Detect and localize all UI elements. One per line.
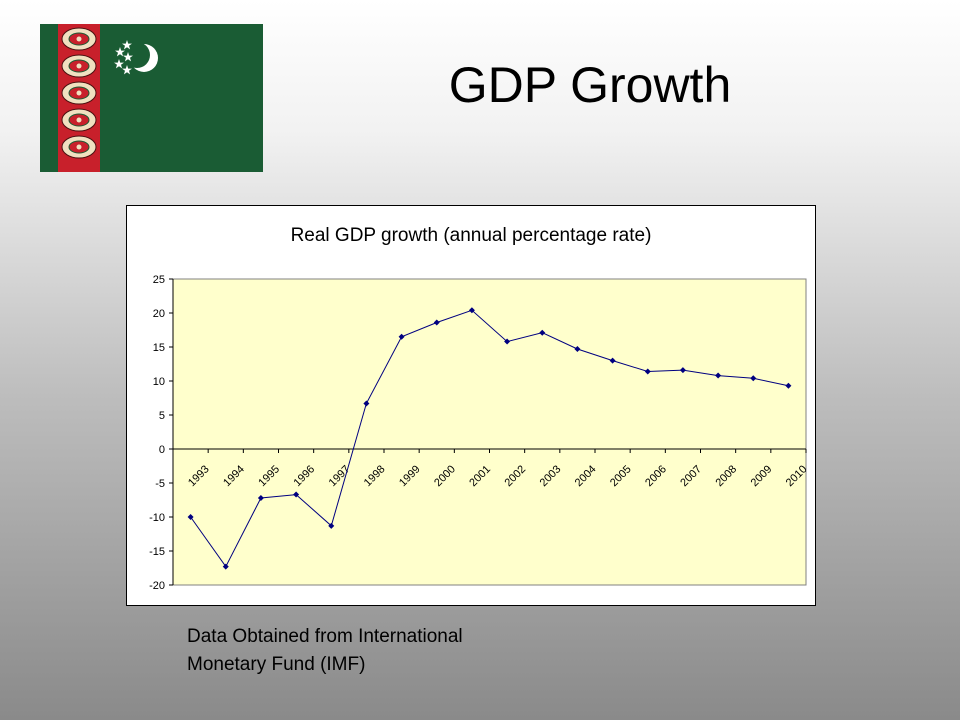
y-tick-label: 25 [153, 274, 165, 286]
y-tick-label: 15 [153, 342, 165, 354]
gdp-growth-chart: Real GDP growth (annual percentage rate)… [126, 205, 816, 606]
y-tick-label: 5 [159, 410, 165, 422]
flag-carpet-stripe [58, 24, 100, 172]
data-point [398, 333, 405, 340]
data-point [609, 357, 616, 364]
data-point [644, 368, 651, 375]
chart-title: Real GDP growth (annual percentage rate) [291, 225, 652, 246]
data-point [785, 382, 792, 389]
data-point [363, 400, 370, 407]
data-point [257, 494, 264, 501]
y-tick-label: 0 [159, 444, 165, 456]
chart-svg: Real GDP growth (annual percentage rate)… [149, 225, 810, 592]
data-point [328, 522, 335, 529]
plot-background [172, 278, 807, 586]
data-point [222, 563, 229, 570]
turkmenistan-flag [40, 24, 263, 172]
data-point [504, 338, 511, 345]
data-point [468, 307, 475, 314]
y-tick-label: -20 [149, 580, 165, 592]
data-point [574, 346, 581, 353]
y-tick-label: 20 [153, 308, 165, 320]
five-stars-icon [114, 40, 133, 75]
data-point [715, 372, 722, 379]
data-point [433, 319, 440, 326]
data-point [750, 375, 757, 382]
data-point [293, 491, 300, 498]
y-tick-label: -5 [155, 478, 165, 490]
data-point [539, 329, 546, 336]
data-point [679, 367, 686, 374]
y-tick-label: 10 [153, 376, 165, 388]
source-line-1: Data Obtained from International [187, 626, 463, 647]
crescent-moon-icon [124, 42, 158, 72]
slide-title: GDP Growth [448, 57, 732, 113]
source-note: Data Obtained from International Monetar… [187, 623, 607, 679]
y-tick-label: -15 [149, 546, 165, 558]
y-tick-label: -10 [149, 512, 165, 524]
source-line-2: Monetary Fund (IMF) [187, 654, 366, 675]
series-line [190, 309, 789, 568]
